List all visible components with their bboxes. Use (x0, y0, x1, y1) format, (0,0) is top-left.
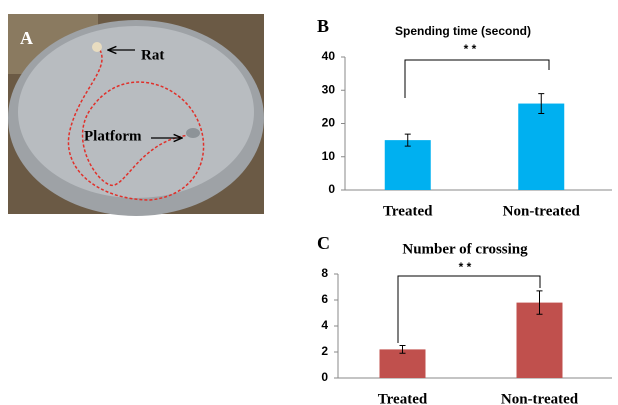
significance-label: * * (459, 260, 472, 274)
bar (518, 104, 564, 190)
y-tick-label: 10 (322, 149, 336, 163)
x-tick-label: Non-treated (501, 391, 579, 405)
x-tick-label: Non-treated (503, 203, 581, 219)
panel-label: B (317, 16, 329, 36)
y-tick-label: 20 (322, 116, 336, 130)
page: A Rat Platform B Spending time (second) 0 1… (0, 0, 618, 405)
y-tick-label: 2 (321, 344, 328, 358)
chart-title: Spending time (second) (395, 24, 531, 38)
significance-label: * * (464, 42, 477, 56)
chart-title: Number of crossing (402, 241, 528, 257)
y-tick-label: 8 (321, 266, 328, 280)
bar (385, 140, 431, 190)
y-tick-label: 30 (322, 82, 336, 96)
annotation: Rat (141, 47, 164, 63)
y-tick-label: 0 (321, 370, 328, 384)
figure: A Rat Platform B Spending time (second) 0 1… (0, 0, 618, 405)
photo: A Rat Platform (8, 14, 264, 216)
x-tick-label: Treated (378, 391, 428, 405)
annotation: Platform (84, 128, 142, 144)
panel-label: C (317, 233, 330, 253)
significance-bracket (405, 60, 549, 98)
y-tick-label: 0 (328, 182, 335, 196)
y-tick-label: 6 (321, 292, 328, 306)
y-tick-label: 40 (322, 49, 336, 63)
x-tick-label: Treated (383, 203, 433, 219)
panel-label: A (20, 28, 33, 48)
y-tick-label: 4 (321, 318, 328, 332)
